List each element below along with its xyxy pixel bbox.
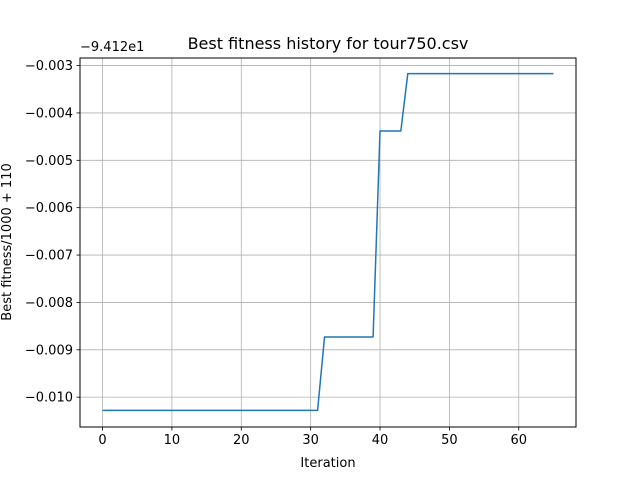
y-tick-label: −0.004 — [25, 106, 73, 121]
plot-frame — [79, 57, 577, 428]
series-line-0 — [102, 72, 554, 412]
y-offset-label: −9.412e1 — [80, 40, 144, 55]
y-tick-label: −0.008 — [25, 296, 73, 311]
x-tick-label: 50 — [441, 433, 458, 448]
x-tick-label: 0 — [98, 433, 106, 448]
x-axis-ticks: 0 10 20 30 40 50 60 — [98, 427, 527, 448]
x-tick-label: 30 — [302, 433, 319, 448]
y-tick-label: −0.005 — [25, 154, 73, 169]
grid — [80, 58, 576, 427]
y-tick-label: −0.010 — [25, 391, 73, 406]
x-tick-label: 10 — [164, 433, 181, 448]
x-tick-label: 60 — [510, 433, 527, 448]
y-axis-ticks: −0.010 −0.009 −0.008 −0.007 −0.006 −0.005 −0.0… — [25, 59, 80, 406]
y-tick-label: −0.006 — [25, 201, 73, 216]
x-axis-label: Iteration — [300, 456, 355, 471]
y-axis-label: Best fitness/1000 + 110 — [0, 163, 15, 320]
x-tick-label: 20 — [233, 433, 250, 448]
y-tick-label: −0.003 — [25, 59, 73, 74]
y-tick-label: −0.007 — [25, 249, 73, 264]
chart-title: Best fitness history for tour750.csv — [188, 34, 469, 53]
x-tick-label: 40 — [372, 433, 389, 448]
series-layer — [102, 72, 554, 412]
y-tick-label: −0.009 — [25, 343, 73, 358]
